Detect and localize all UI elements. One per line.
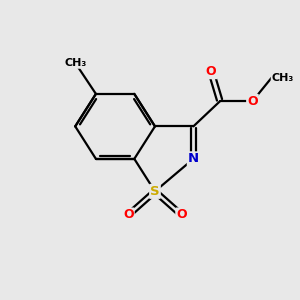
- Text: N: N: [188, 152, 199, 165]
- Text: O: O: [206, 65, 216, 78]
- Text: CH₃: CH₃: [64, 58, 86, 68]
- Text: S: S: [150, 185, 160, 198]
- Text: O: O: [123, 208, 134, 221]
- Text: O: O: [247, 95, 258, 108]
- Text: O: O: [176, 208, 187, 221]
- Text: CH₃: CH₃: [272, 73, 294, 82]
